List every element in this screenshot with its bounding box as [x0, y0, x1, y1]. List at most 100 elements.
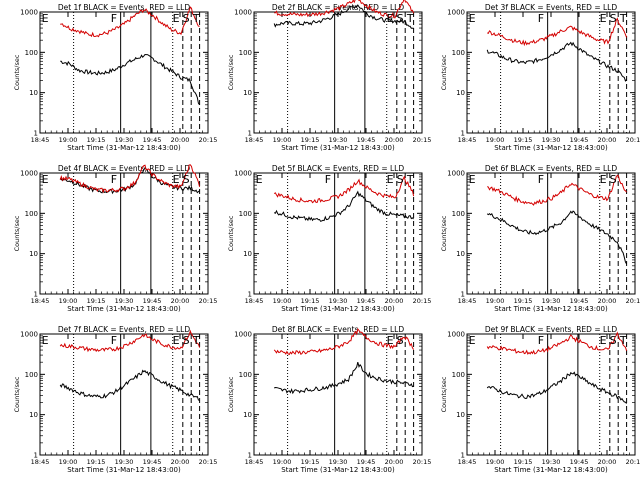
x-axis-label: Start Time (31-Mar-12 18:43:00)	[494, 144, 608, 152]
y-tick-label: 100	[25, 49, 38, 57]
chart-panel-det-2: Det 2f BLACK = Events, RED = LLD11010010…	[227, 0, 431, 152]
annotation-letter: S	[397, 173, 404, 186]
annotation-letter: T	[192, 12, 200, 25]
y-tick-label: 10	[29, 411, 38, 419]
chart-panel-det-7: Det 7f BLACK = Events, RED = LLD 1 10 100 10…	[13, 325, 217, 474]
x-tick-label: 19:30	[115, 458, 134, 466]
y-tick-label: 1	[461, 452, 465, 460]
y-tick-label: 1	[248, 452, 252, 460]
chart-title: Det 1f BLACK = Events, RED = LLD	[58, 3, 191, 12]
x-tick-label: 19:30	[542, 297, 561, 305]
x-tick-label: 19:30	[542, 458, 561, 466]
x-tick-label: 19:45	[570, 458, 589, 466]
x-axis-label: Start Time (31-Mar-12 18:43:00)	[281, 144, 395, 152]
chart-title: Det 3f BLACK = Events, RED = LLD	[485, 3, 618, 12]
y-tick-label: 1	[461, 291, 465, 299]
x-tick-label: 18:45	[31, 458, 50, 466]
annotation-letter: E	[173, 173, 180, 186]
x-axis-label: Start Time (31-Mar-12 18:43:00)	[67, 305, 181, 313]
series-line-lld	[59, 329, 201, 353]
x-tick-label: 19:15	[301, 458, 320, 466]
y-tick-label: 1000	[234, 170, 252, 178]
y-tick-label: 10	[243, 411, 252, 419]
chart-panel-det-6: Det 6f BLACK = Events, RED = LLD 1 10 100 10…	[440, 164, 640, 313]
x-tick-label: 19:45	[357, 297, 376, 305]
x-tick-label: 20:00	[171, 136, 190, 144]
x-tick-label: 19:00	[273, 458, 292, 466]
annotation-letter: F	[111, 12, 117, 25]
annotation-letter: T	[619, 334, 627, 347]
x-tick-label: 18:45	[458, 458, 477, 466]
annotation-letter: F	[538, 173, 544, 186]
annotation-letter: F	[538, 334, 544, 347]
x-tick-label: 19:00	[59, 136, 78, 144]
annotation-letter: T	[406, 12, 414, 25]
annotation-letter: F	[111, 334, 117, 347]
x-axis-label: Start Time (31-Mar-12 18:43:00)	[67, 466, 181, 474]
annotation-letter: E	[600, 12, 607, 25]
y-tick-label: 100	[239, 210, 252, 218]
x-tick-label: 20:00	[385, 458, 404, 466]
chart-title: Det 5f BLACK = Events, RED = LLD	[272, 164, 405, 173]
x-tick-label: 19:45	[570, 136, 589, 144]
y-tick-label: 1	[248, 291, 252, 299]
x-tick-label: 20:00	[598, 297, 617, 305]
series-line-lld	[487, 174, 627, 206]
y-axis-label: Counts/sec	[227, 376, 235, 412]
x-axis-label: Start Time (31-Mar-12 18:43:00)	[67, 144, 181, 152]
x-tick-label: 18:45	[245, 297, 264, 305]
annotation-letter: E	[600, 173, 607, 186]
y-tick-label: 100	[452, 49, 465, 57]
x-tick-label: 19:15	[514, 297, 533, 305]
x-tick-label: 19:00	[59, 458, 78, 466]
x-tick-label: 20:15	[626, 136, 640, 144]
chart-title: Det 7f BLACK = Events, RED = LLD	[58, 325, 191, 334]
y-tick-label: 100	[239, 49, 252, 57]
y-tick-label: 100	[25, 210, 38, 218]
x-tick-label: 19:00	[486, 297, 505, 305]
x-tick-label: 19:00	[486, 136, 505, 144]
annotation-letter: T	[619, 12, 627, 25]
x-tick-label: 19:00	[273, 136, 292, 144]
x-tick-label: 19:30	[115, 136, 134, 144]
x-tick-label: 19:00	[273, 297, 292, 305]
annotation-letter: F	[111, 173, 117, 186]
series-line-events	[486, 371, 627, 404]
series-line-lld	[486, 17, 628, 47]
annotation-letter: F	[538, 12, 544, 25]
series-line-lld	[273, 327, 415, 356]
x-axis-label: Start Time (31-Mar-12 18:43:00)	[494, 466, 608, 474]
series-line-events	[273, 190, 414, 222]
x-axis-label: Start Time (31-Mar-12 18:43:00)	[281, 305, 395, 313]
x-tick-label: 18:45	[458, 297, 477, 305]
series-line-events	[59, 166, 200, 195]
y-axis-label: Counts/sec	[13, 215, 21, 251]
x-tick-label: 20:00	[385, 136, 404, 144]
annotation-letter: E	[469, 173, 476, 186]
y-tick-label: 1	[34, 452, 38, 460]
x-tick-label: 20:15	[626, 297, 640, 305]
annotation-letter: E	[387, 12, 394, 25]
x-tick-label: 20:00	[598, 458, 617, 466]
chart-panel-det-4: Det 4f BLACK = Events, RED = LLD 1 10 100 10…	[13, 164, 217, 313]
x-tick-label: 20:00	[385, 297, 404, 305]
x-tick-label: 19:00	[486, 458, 505, 466]
x-tick-label: 20:00	[598, 136, 617, 144]
x-tick-label: 19:30	[115, 297, 134, 305]
y-tick-label: 100	[452, 210, 465, 218]
series-line-events	[486, 210, 628, 265]
y-tick-label: 1	[461, 130, 465, 138]
annotation-letter: S	[610, 334, 617, 347]
chart-panel-det-3: Det 3f BLACK = Events, RED = LLD 1 10 100 10…	[440, 3, 640, 152]
x-tick-label: 20:15	[199, 297, 218, 305]
x-tick-label: 19:15	[301, 136, 320, 144]
annotation-letter: S	[610, 12, 617, 25]
x-tick-label: 18:45	[245, 458, 264, 466]
y-tick-label: 1	[34, 130, 38, 138]
x-tick-label: 20:00	[171, 458, 190, 466]
y-tick-label: 10	[243, 250, 252, 258]
chart-title: Det 4f BLACK = Events, RED = LLD	[58, 164, 191, 173]
y-tick-label: 1	[34, 291, 38, 299]
series-line-events	[60, 53, 201, 106]
